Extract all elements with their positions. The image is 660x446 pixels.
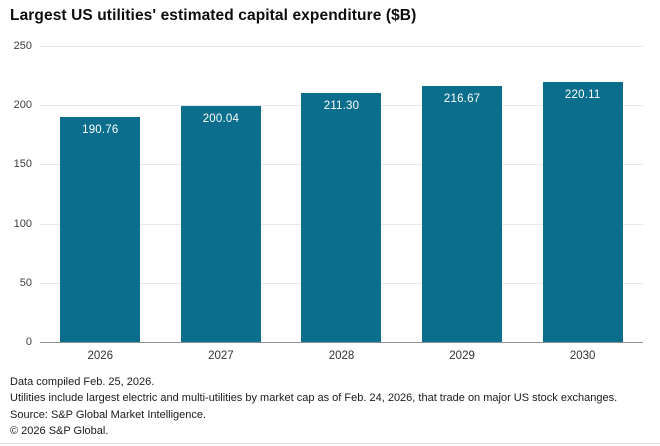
y-axis-tick-labels: 0 50 100 150 200 250 (0, 41, 32, 348)
y-tick-label-50: 50 (19, 276, 32, 289)
bar-2029: 216.67 (422, 86, 503, 343)
x-tick-label-2029: 2029 (449, 350, 475, 362)
bar-2027: 200.04 (180, 106, 261, 343)
x-axis-baseline (40, 342, 643, 343)
x-tick-label-2028: 2028 (328, 350, 355, 362)
bar-value-label-2027: 200.04 (202, 113, 240, 126)
x-axis-tick-labels: 2026 2027 2028 2029 2030 (40, 350, 643, 362)
x-tick-label-2027: 2027 (208, 350, 234, 362)
y-tick-label-150: 150 (13, 158, 32, 171)
footnotes: Data compiled Feb. 25, 2026. Utilities i… (10, 374, 617, 440)
bar-band-2026: 190.76 (40, 47, 161, 343)
bar-2030: 220.11 (542, 82, 623, 343)
bar-2028: 211.30 (301, 92, 382, 343)
x-tick-label-2026: 2026 (87, 350, 114, 362)
bar-band-2027: 200.04 (161, 47, 282, 343)
plot-area: 190.76 200.04 211.30 216.67 220.11 (40, 46, 643, 343)
y-tick-label-200: 200 (13, 99, 32, 112)
y-tick-label-250: 250 (13, 40, 32, 52)
y-tick-label-0: 0 (25, 336, 32, 348)
footnote-copyright: © 2026 S&P Global. (10, 425, 109, 438)
bar-value-label-2029: 216.67 (443, 93, 481, 106)
bar-value-label-2028: 211.30 (323, 99, 360, 112)
footnote-methodology: Utilities include largest electric and m… (10, 392, 618, 405)
bar-band-2030: 220.11 (522, 47, 643, 343)
bar-band-2029: 216.67 (402, 47, 523, 343)
bar-band-2028: 211.30 (281, 47, 402, 343)
bar-2026: 190.76 (60, 117, 141, 343)
y-tick-label-100: 100 (13, 217, 32, 230)
bottom-divider (0, 443, 660, 444)
footnote-data-compiled: Data compiled Feb. 25, 2026. (10, 376, 155, 388)
gridline-y-250 (40, 46, 643, 47)
bars-layer: 190.76 200.04 211.30 216.67 220.11 (40, 47, 643, 343)
bar-value-label-2026: 190.76 (82, 124, 119, 137)
bar-value-label-2030: 220.11 (564, 89, 601, 102)
footnote-source: Source: S&P Global Market Intelligence. (10, 408, 207, 421)
chart-title: Largest US utilities' estimated capital … (10, 7, 417, 24)
x-tick-label-2030: 2030 (569, 350, 596, 362)
